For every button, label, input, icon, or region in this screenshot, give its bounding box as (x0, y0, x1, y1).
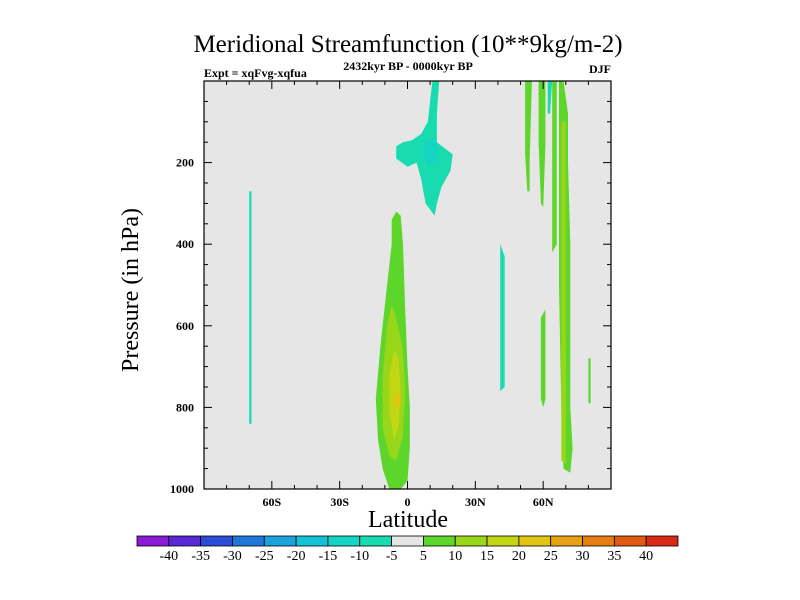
contour-region-tropical-positive-peak (393, 391, 401, 410)
colorbar-swatch (550, 535, 583, 547)
colorbar-label: 15 (480, 549, 494, 564)
x-tick-label: 60S (262, 495, 281, 509)
colorbar-swatch (518, 535, 552, 547)
colorbar-label: -15 (319, 549, 338, 564)
x-tick-label: 60N (533, 495, 554, 509)
contour-region-upper-negative-core (423, 138, 440, 167)
colorbar-label: 5 (420, 549, 427, 564)
chart-title: Meridional Streamfunction (10**9kg/m-2) (193, 31, 622, 58)
experiment-label: Expt = xqFvg-xqfua (204, 66, 307, 80)
colorbar-swatch (232, 535, 265, 547)
time-range-label: 2432kyr BP - 0000kyr BP (343, 59, 473, 73)
contour-region-polar-positive-strip-c (552, 81, 557, 253)
colorbar-swatch (136, 535, 170, 547)
colorbar-swatch (168, 535, 202, 547)
contour-region-northern-negative-strip (500, 244, 505, 392)
colorbar-swatch (327, 535, 361, 547)
y-tick-label: 200 (176, 156, 194, 170)
colorbar-label: -5 (386, 549, 398, 564)
colorbar-label: 10 (448, 549, 462, 564)
y-tick-label: 400 (176, 237, 194, 251)
x-tick-label: 0 (405, 495, 411, 509)
colorbar-swatch (645, 535, 679, 547)
axis-ticks: 60S 30S 0 30N 60N 200 400 600 800 1000 (170, 80, 612, 509)
contour-regions (204, 81, 611, 489)
x-tick-label: 30N (465, 495, 486, 509)
colorbar-label: 30 (576, 549, 590, 564)
colorbar-swatch (263, 535, 297, 547)
contour-region-polar-positive-strip-f (588, 358, 591, 404)
colorbar-label: -35 (191, 549, 210, 564)
colorbar-swatch (359, 535, 392, 547)
colorbar-label: -20 (287, 549, 306, 564)
colorbar-swatch (582, 535, 615, 547)
colorbar-label: 35 (607, 549, 621, 564)
contour-region-polar-positive-strip-b (538, 81, 546, 208)
colorbar-label: 25 (544, 549, 558, 564)
contour-region-tropical-positive-core (389, 350, 401, 440)
season-label: DJF (589, 62, 611, 76)
colorbar: -40 -35 -30 -25 -20 -15 -10 -5 5 10 15 20 25 30 35 40 (136, 535, 679, 564)
contour-region-polar-negative-strip (547, 81, 553, 114)
colorbar-swatch (423, 535, 456, 547)
contour-region-polar-positive-inner (561, 121, 566, 465)
y-tick-label: 600 (176, 319, 194, 333)
colorbar-swatch (486, 535, 520, 547)
colorbar-swatch (391, 535, 424, 547)
colorbar-swatch (613, 535, 647, 547)
contour-region-polar-positive-strip-a (525, 81, 532, 192)
colorbar-label: -25 (255, 549, 274, 564)
contour-region-polar-positive-strip-e (540, 309, 546, 408)
colorbar-swatch (454, 535, 488, 547)
y-axis-label: Pressure (in hPa) (118, 208, 144, 372)
contour-region-southern-negative-strip (249, 191, 252, 424)
y-tick-label: 1000 (170, 482, 194, 496)
colorbar-label: -10 (350, 549, 369, 564)
colorbar-swatch (295, 535, 329, 547)
x-tick-label: 30S (330, 495, 349, 509)
colorbar-label: -40 (159, 549, 178, 564)
colorbar-label: -30 (223, 549, 242, 564)
y-tick-label: 800 (176, 400, 194, 414)
colorbar-label: 20 (512, 549, 526, 564)
x-axis-label: Latitude (368, 507, 448, 533)
colorbar-swatch (200, 535, 233, 547)
colorbar-label: 40 (639, 549, 653, 564)
